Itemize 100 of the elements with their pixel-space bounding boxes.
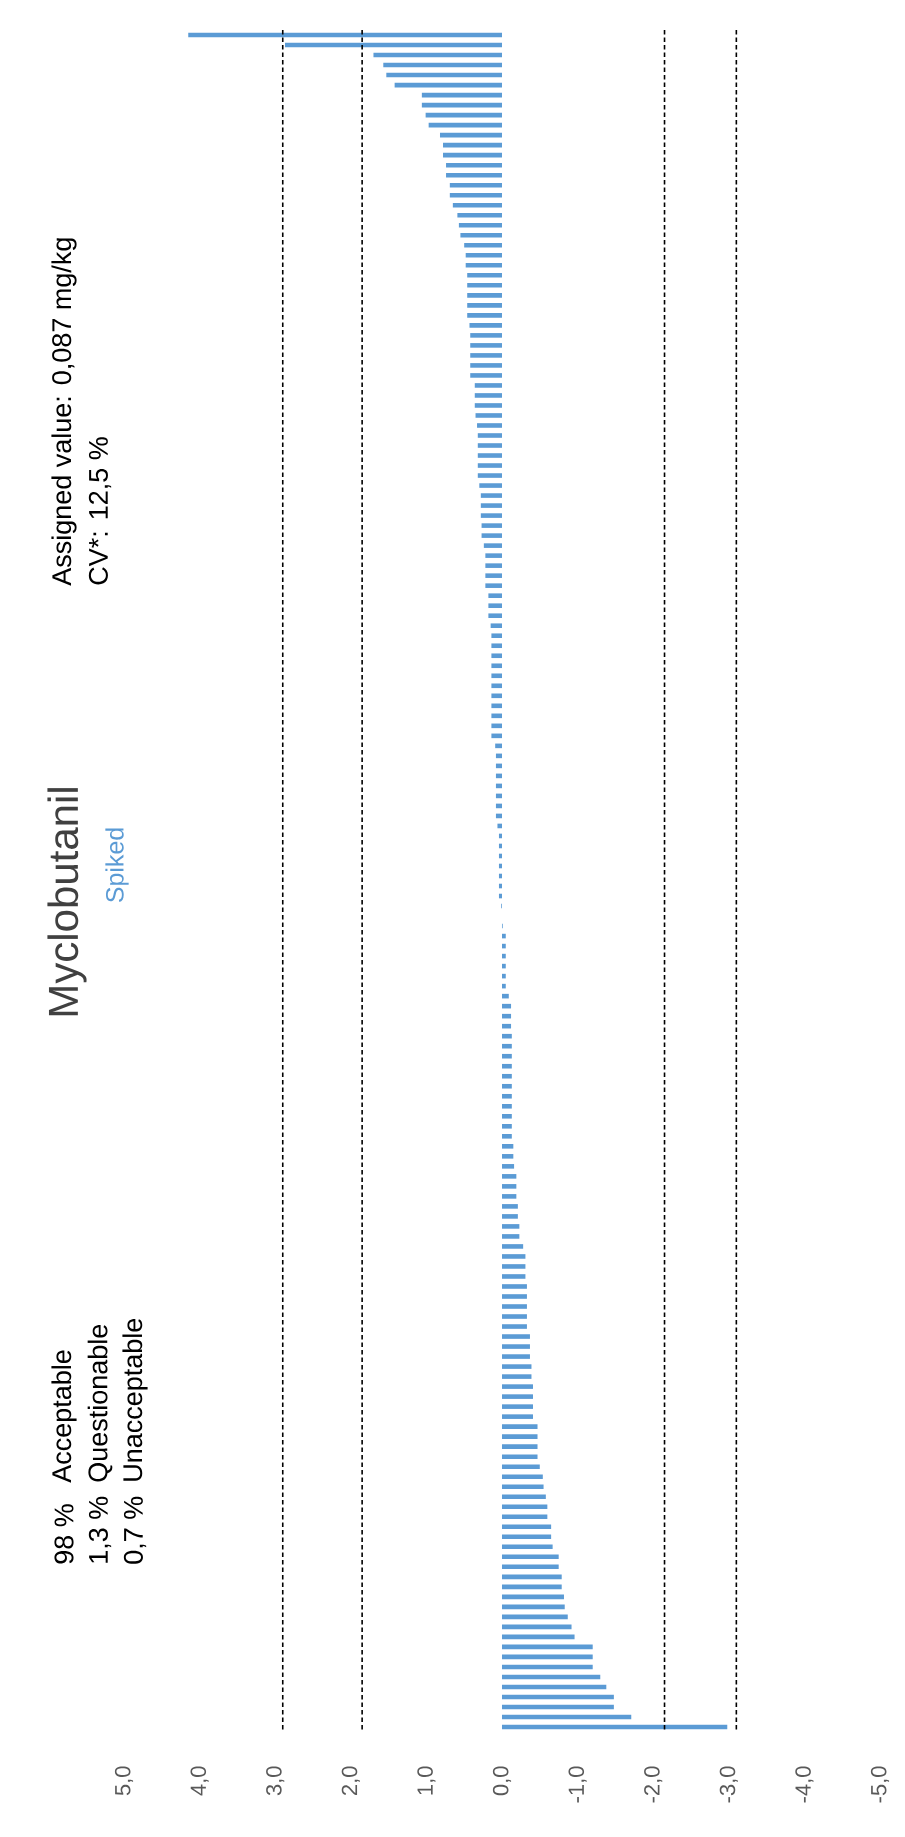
bar <box>467 283 502 288</box>
x-tick-label: 0,0 <box>492 1766 512 1796</box>
bar <box>501 1394 533 1399</box>
bar <box>501 1404 533 1409</box>
bar <box>501 1224 520 1229</box>
annotation: 0,7 % <box>123 1496 147 1564</box>
bar <box>464 242 502 248</box>
bar <box>501 1324 527 1329</box>
bar <box>477 453 502 458</box>
bar <box>501 1103 512 1109</box>
bar <box>501 1264 526 1269</box>
bar <box>501 1144 514 1149</box>
bar <box>488 613 502 618</box>
x-tick-label: -2,0 <box>644 1766 663 1803</box>
bar <box>501 1524 552 1530</box>
bar <box>491 633 502 639</box>
bar <box>491 643 502 649</box>
bar <box>501 953 506 959</box>
x-tick-label: 2,0 <box>341 1766 360 1796</box>
bar <box>474 383 502 388</box>
bar <box>491 653 502 659</box>
bar <box>501 1384 533 1389</box>
bar <box>480 493 502 498</box>
x-tick-label: 3,0 <box>266 1766 285 1796</box>
bar <box>485 583 502 588</box>
bar <box>481 533 502 538</box>
bar <box>467 293 502 298</box>
bar <box>501 1314 527 1319</box>
bar <box>501 1474 543 1480</box>
text: Assigned value: 0,087 mg/kg <box>51 238 77 586</box>
bar <box>501 1194 517 1199</box>
x-tick-label: -4,0 <box>795 1766 814 1803</box>
bar <box>480 513 502 518</box>
x-tick-label: 4,0 <box>190 1766 209 1796</box>
bar <box>477 423 502 428</box>
bar <box>501 1424 538 1429</box>
bar <box>488 593 502 598</box>
bar <box>501 993 509 999</box>
bar <box>470 363 502 368</box>
bar <box>497 823 502 829</box>
bar <box>491 733 502 739</box>
bar <box>475 413 502 418</box>
bar <box>470 343 502 348</box>
bar <box>501 1444 538 1449</box>
bar <box>467 303 502 308</box>
text: 1,3 % <box>88 1496 112 1563</box>
bar <box>465 252 502 258</box>
bar <box>501 1174 517 1179</box>
bar <box>501 1294 527 1299</box>
bar <box>449 192 502 198</box>
bar <box>470 373 502 378</box>
bar <box>491 723 502 729</box>
bar <box>457 212 502 218</box>
bar <box>491 713 502 719</box>
bar <box>501 1093 512 1099</box>
bar <box>477 473 502 478</box>
text: CV*: 12,5 % <box>88 437 112 585</box>
bar <box>501 1063 512 1069</box>
bar <box>501 1354 530 1359</box>
bar <box>452 202 502 208</box>
bar <box>491 683 502 689</box>
bar <box>501 963 506 969</box>
bar <box>465 262 502 268</box>
bar <box>501 983 506 989</box>
bar <box>491 693 502 699</box>
bar <box>449 182 502 188</box>
bar <box>501 1534 552 1540</box>
bar <box>501 1344 530 1349</box>
bar <box>501 1464 540 1469</box>
bar <box>488 603 502 608</box>
text: 98 % <box>54 1504 74 1564</box>
bar <box>490 623 502 629</box>
bar <box>501 1454 538 1459</box>
bar <box>501 1214 518 1219</box>
bar <box>501 1514 548 1520</box>
bar <box>485 553 502 558</box>
bar <box>501 1043 512 1049</box>
bar <box>501 1334 530 1339</box>
bar <box>501 1374 532 1379</box>
bar <box>501 1284 527 1289</box>
bar <box>491 673 502 679</box>
bar <box>501 1113 512 1119</box>
text: Myclobutanil <box>47 788 87 1016</box>
bar <box>467 313 502 318</box>
x-tick-label: 5,0 <box>114 1766 134 1796</box>
bar <box>480 503 502 508</box>
bar <box>501 1274 526 1279</box>
bar <box>501 1073 512 1079</box>
annotation: Unacceptable <box>122 1318 148 1481</box>
x-tick-label: -1,0 <box>568 1766 587 1803</box>
bar <box>501 1364 532 1369</box>
bar <box>481 523 502 528</box>
bar <box>470 353 502 358</box>
bar <box>501 1053 512 1059</box>
x-tick-label: -5,0 <box>870 1766 890 1803</box>
bar <box>485 563 502 568</box>
bar <box>501 1544 553 1550</box>
bar <box>469 323 502 328</box>
bar <box>501 1204 518 1209</box>
bar <box>501 1083 512 1089</box>
